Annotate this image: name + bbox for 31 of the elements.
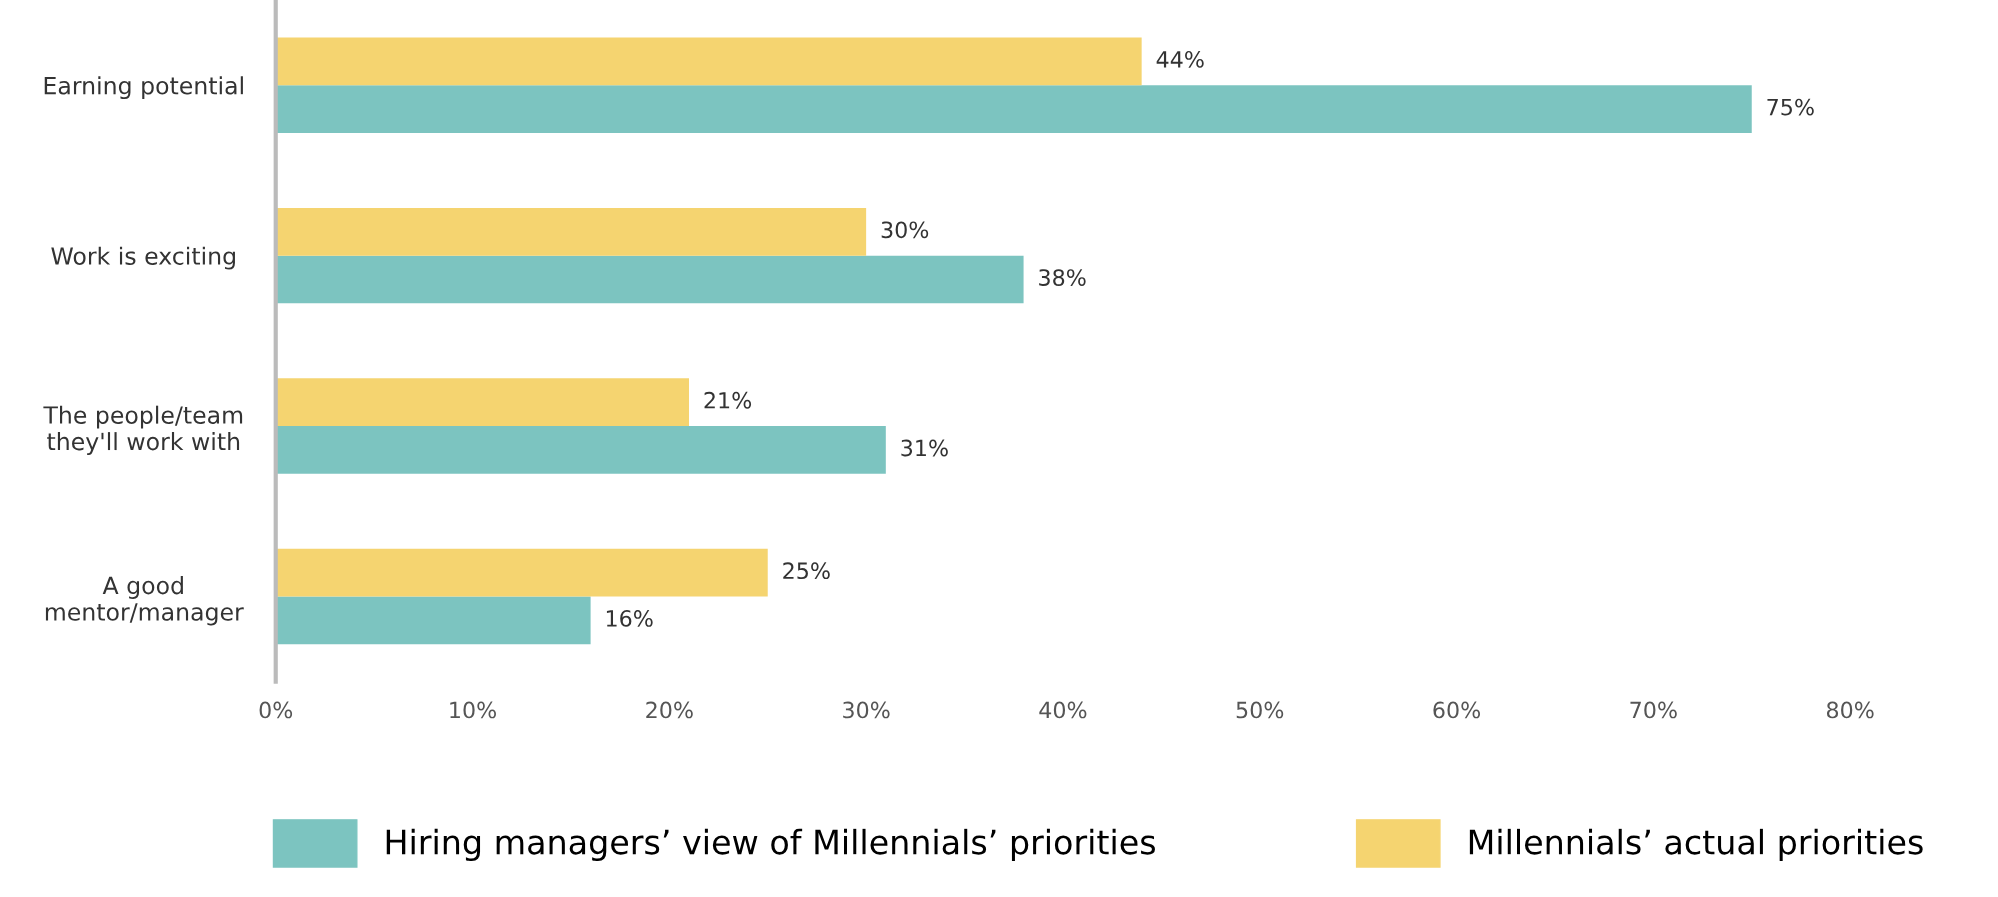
x-tick-label: 10% [450,701,496,719]
data-label: 38% [1039,269,1086,286]
bar [275,378,690,427]
legend-label: Millennials’ actual priorities [1469,828,1923,862]
data-label: 16% [606,610,653,627]
bar [275,255,1024,304]
x-tick-label: 30% [843,701,890,719]
bar [275,426,886,474]
data-label: 25% [783,562,830,580]
y-tick-label: A good mentor/manager [45,576,244,626]
bar [275,548,768,597]
bar [275,37,1142,86]
bar [275,85,1752,133]
x-tick-label: 20% [646,701,693,719]
data-label: 75% [1767,98,1814,116]
x-tick-label: 80% [1826,701,1874,719]
y-tick-label: Earning potential [44,76,243,100]
data-label: 21% [704,391,752,409]
bar [275,596,591,645]
data-label: 44% [1156,50,1204,68]
y-tick-label: Work is exciting [51,246,235,270]
bar [275,207,867,256]
legend-label: Hiring managers’ view of Millennials’ priorities [386,828,1155,862]
x-tick-label: 40% [1039,701,1087,719]
data-label: 30% [881,221,929,239]
x-tick-label: 50% [1236,701,1284,719]
x-tick-label: 60% [1433,701,1481,719]
data-label: 31% [901,439,948,457]
x-tick-label: 0% [259,701,293,719]
y-tick-label: The people/team they'll work with [43,405,243,455]
x-tick-label: 70% [1630,701,1677,719]
